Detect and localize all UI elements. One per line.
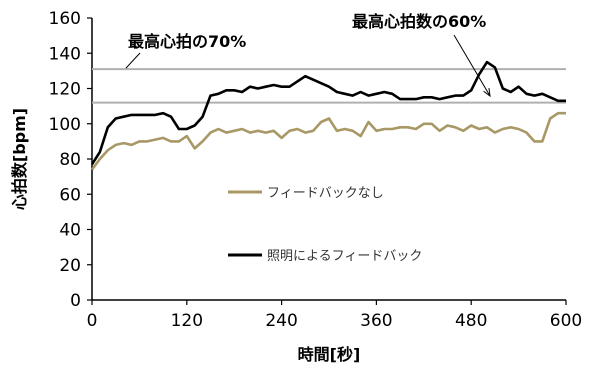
- x-tick-label: 0: [87, 311, 98, 331]
- annotations: 最高心拍の70% 最高心拍数の60%: [125, 12, 491, 98]
- x-axis-title: 時間[秒]: [298, 345, 361, 364]
- annotation-60-arrow: [453, 34, 491, 97]
- y-tick-label: 0: [70, 291, 81, 311]
- series-line-2: [90, 111, 566, 171]
- annotation-70: 最高心拍の70%: [128, 32, 246, 51]
- plot-area: [90, 60, 566, 171]
- x-tick-label: 240: [265, 311, 297, 331]
- annotation-60: 最高心拍数の60%: [352, 12, 486, 31]
- y-tick-label: 60: [59, 185, 81, 205]
- x-tick-label: 360: [360, 311, 392, 331]
- x-tick-label: 600: [550, 311, 582, 331]
- series-line-1: [90, 60, 566, 165]
- y-tick-label: 40: [59, 221, 81, 241]
- reference-lines: [92, 68, 566, 104]
- legend-label-1: フィードバックなし: [267, 186, 384, 201]
- y-tick-label: 80: [59, 150, 81, 170]
- annotation-60-arrowhead: [483, 88, 491, 98]
- y-tick-label: 140: [49, 44, 81, 64]
- y-tick-label: 20: [59, 256, 81, 276]
- x-tick-label: 480: [455, 311, 487, 331]
- y-axis-title: 心拍数[bpm]: [10, 108, 29, 210]
- y-tick-label: 160: [49, 9, 81, 29]
- legend-label-2: 照明によるフィードバック: [267, 249, 422, 264]
- x-tick-label: 120: [171, 311, 203, 331]
- y-tick-label: 120: [49, 80, 81, 100]
- chart-axes: 0 20 40 60 80 100 120 140 160 0 120 240 360 480 600 時間[…: [10, 9, 582, 364]
- annotation-70-pointer: [125, 52, 141, 69]
- y-tick-label: 100: [49, 115, 81, 135]
